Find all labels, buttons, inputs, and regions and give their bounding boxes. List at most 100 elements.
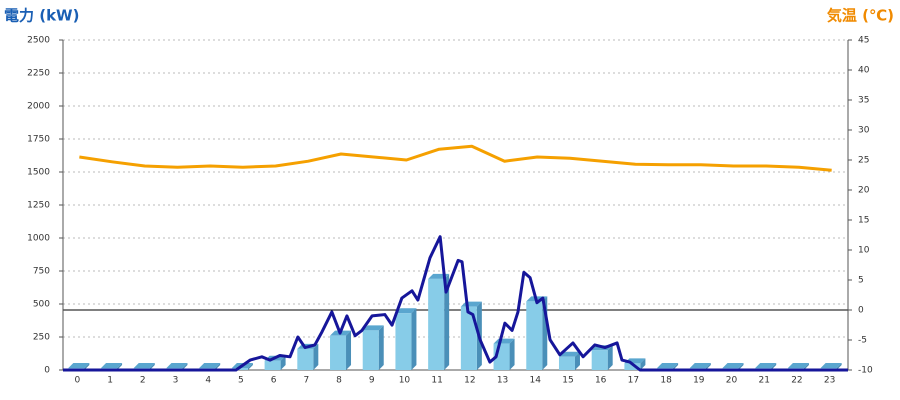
y2-tick-label: 30: [858, 126, 870, 136]
bar-side: [182, 363, 188, 370]
line: [79, 144, 832, 172]
x-tick-label: 20: [726, 376, 738, 386]
y2-tick-label: -5: [858, 336, 867, 346]
y-axis-title: 電力 (kW): [4, 7, 79, 25]
y2-tick-label: 0: [858, 306, 864, 316]
line: [63, 235, 848, 372]
y2-tick-label: -10: [858, 366, 873, 376]
x-tick-label: 14: [530, 376, 542, 386]
bar: [591, 345, 613, 370]
y2-tick-label: 10: [858, 246, 870, 256]
y2-tick-label: 45: [858, 36, 869, 46]
bar-side: [117, 363, 123, 370]
bar-front: [330, 335, 347, 370]
y-tick-label: 2000: [27, 102, 50, 112]
bar-side: [149, 363, 155, 370]
x-tick-label: 13: [497, 376, 508, 386]
x-tick-label: 7: [303, 376, 309, 386]
bar-side: [836, 363, 842, 370]
x-tick-label: 11: [431, 376, 442, 386]
x-tick-label: 23: [824, 376, 835, 386]
y-tick-label: 0: [44, 366, 50, 376]
x-tick-label: 10: [399, 376, 411, 386]
y2-axis-title: 気温 (℃): [827, 7, 894, 25]
bar: [362, 325, 384, 370]
y2-tick-label: 25: [858, 156, 869, 166]
bar-top: [68, 363, 90, 369]
y-tick-label: 1000: [27, 234, 50, 244]
bar-front: [558, 356, 575, 370]
y2-tick-label: 15: [858, 216, 869, 226]
y-tick-label: 250: [33, 333, 50, 343]
x-tick-label: 19: [693, 376, 705, 386]
bar-side: [640, 358, 646, 370]
bar-top: [820, 363, 842, 369]
bar-side: [280, 355, 286, 370]
bar-side: [607, 345, 613, 370]
y-tick-label: 2250: [27, 69, 50, 79]
bar-front: [591, 350, 608, 370]
bar-side: [247, 363, 253, 370]
x-tick-label: 9: [369, 376, 375, 386]
x-tick-label: 6: [271, 376, 277, 386]
bar-front: [428, 278, 445, 370]
bar-front: [362, 330, 379, 370]
bar-side: [803, 363, 809, 370]
bar-top: [166, 363, 188, 369]
x-tick-label: 21: [759, 376, 770, 386]
bar-side: [705, 363, 711, 370]
y-tick-label: 500: [33, 300, 50, 310]
y2-tick-label: 20: [858, 186, 870, 196]
bar-top: [101, 363, 123, 369]
x-tick-label: 16: [595, 376, 607, 386]
y2-tick-label: 40: [858, 66, 870, 76]
bar-front: [526, 301, 543, 370]
x-tick-label: 17: [628, 376, 639, 386]
bar-top: [558, 351, 580, 357]
y-tick-label: 2500: [27, 36, 50, 46]
bar-side: [411, 308, 417, 370]
bar-top: [787, 363, 809, 369]
bar-front: [395, 313, 412, 370]
bar-top: [395, 308, 417, 314]
bar-side: [84, 363, 90, 370]
x-tick-label: 1: [107, 376, 113, 386]
y-tick-label: 1750: [27, 135, 50, 145]
x-tick-label: 12: [464, 376, 475, 386]
y-tick-label: 1250: [27, 201, 50, 211]
bar-top: [755, 363, 777, 369]
bar-side: [313, 343, 319, 370]
x-tick-label: 2: [140, 376, 146, 386]
y-tick-label: 1500: [27, 168, 50, 178]
bar-side: [346, 330, 352, 370]
x-tick-label: 4: [205, 376, 211, 386]
bar-top: [362, 325, 384, 331]
bar-top: [689, 363, 711, 369]
bar: [526, 296, 548, 370]
bar-side: [673, 363, 679, 370]
bar-side: [444, 273, 450, 370]
bar-top: [199, 363, 221, 369]
bar: [395, 308, 417, 370]
x-tick-label: 5: [238, 376, 244, 386]
bar-top: [722, 363, 744, 369]
bar-front: [297, 348, 314, 370]
bar-side: [215, 363, 221, 370]
bar-top: [657, 363, 679, 369]
bar-side: [509, 338, 515, 370]
x-tick-label: 15: [562, 376, 573, 386]
bar-side: [771, 363, 777, 370]
x-tick-label: 3: [173, 376, 179, 386]
bar-side: [378, 325, 384, 370]
bar: [330, 330, 352, 370]
x-tick-label: 0: [74, 376, 80, 386]
bar-side: [738, 363, 744, 370]
bar-front: [624, 363, 641, 370]
y2-tick-label: 5: [858, 276, 864, 286]
bar-front: [264, 360, 281, 370]
x-tick-label: 22: [791, 376, 802, 386]
y-tick-label: 750: [33, 267, 50, 277]
x-tick-label: 18: [660, 376, 672, 386]
